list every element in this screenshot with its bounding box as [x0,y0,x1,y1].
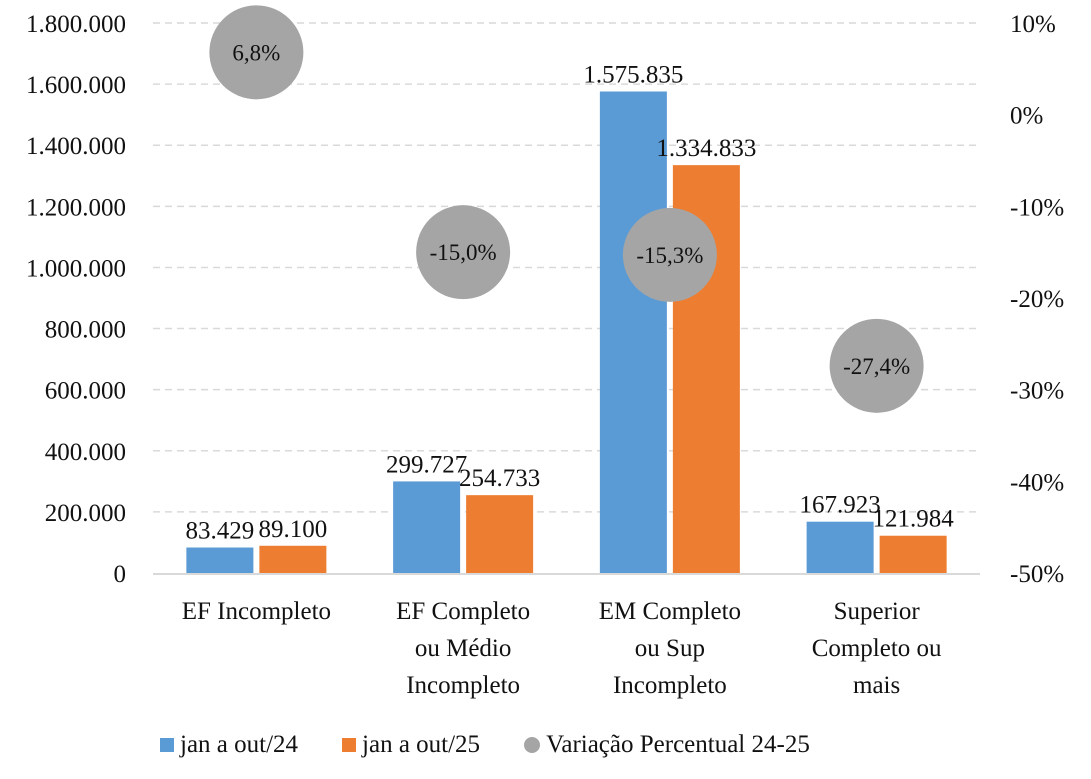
y-tick-label: 1.000.000 [26,255,126,282]
y-axis-left: 0 200.000 400.000 600.000 800.000 1.000.000 1.… [26,11,126,588]
variation-label: 6,8% [232,40,280,65]
legend-dot-variation [524,737,541,753]
bar-value-label: 83.429 [186,518,255,545]
variation-label: -27,4% [843,354,910,379]
y2-tick-label: -20% [1010,286,1064,313]
bar-value-label: 1.575.835 [583,61,683,88]
legend: jan a out/24 jan a out/25 Variação Perce… [160,731,854,759]
y-tick-label: 400.000 [45,439,126,466]
category-label: ou Sup [635,635,705,662]
bar-value-label: 121.984 [873,506,955,533]
bar-value-label: 167.923 [800,492,881,519]
y2-tick-label: -10% [1010,194,1064,221]
y2-tick-label: 0% [1010,103,1043,130]
bar-2024 [186,547,254,573]
bars [186,91,947,574]
y2-tick-label: -50% [1010,561,1064,588]
legend-item-variation: Variação Percentual 24-25 [524,731,810,759]
y-tick-label: 1.600.000 [26,72,126,99]
category-label: Superior [834,598,921,625]
variation-marker [416,205,511,300]
variation-label: -15,3% [636,243,703,268]
variation-marker [829,318,924,413]
legend-swatch-2024 [160,738,174,752]
legend-label-2025: jan a out/25 [362,731,481,758]
bar-2025 [466,495,534,573]
variation-markers: 6,8% -15,0% -15,3% -27,4% [209,5,924,413]
y-tick-label: 1.200.000 [26,194,126,221]
bar-2024 [599,91,667,573]
category-label: mais [853,672,900,699]
bar-value-label: 1.334.833 [656,135,756,162]
gridlines [153,22,980,513]
bar-2025 [879,535,947,573]
variation-label: -15,0% [430,240,497,265]
bar-2024 [806,521,874,573]
legend-swatch-2025 [342,738,357,752]
category-label: EM Completo [599,598,741,625]
category-label: Incompleto [613,672,727,699]
data-labels: 83.429 299.727 1.575.835 167.923 89.100 254.7… [186,61,955,544]
legend-label-2024: jan a out/24 [180,731,299,758]
legend-item-2024: jan a out/24 [160,731,298,759]
variation-marker [622,207,717,302]
y-tick-label: 600.000 [45,378,126,405]
category-label: Incompleto [406,672,520,699]
legend-item-2025: jan a out/25 [342,731,480,759]
y-tick-label: 800.000 [45,317,126,344]
y2-tick-label: 10% [1010,11,1056,38]
y-tick-label: 200.000 [45,500,126,527]
category-label: Completo ou [812,635,942,662]
y2-tick-label: -40% [1010,469,1064,496]
category-label: ou Médio [415,635,512,662]
bar-value-label: 254.733 [459,465,540,492]
y-tick-label: 1.400.000 [26,133,126,160]
bar-2025 [259,545,327,573]
bar-2024 [393,481,461,573]
x-axis-categories: EF Incompleto EF Completo ou Médio Incomple… [182,598,942,699]
bar-value-label: 299.727 [386,451,467,478]
category-label: EF Incompleto [182,598,331,625]
y-tick-label: 0 [114,561,127,588]
category-label: EF Completo [396,598,530,625]
y-axis-right: -50% -40% -30% -20% -10% 0% 10% [1010,11,1064,588]
variation-marker [209,5,304,100]
y2-tick-label: -30% [1010,378,1064,405]
y-tick-label: 1.800.000 [26,11,126,38]
bar-value-label: 89.100 [259,516,328,543]
legend-label-variation: Variação Percentual 24-25 [546,731,810,758]
